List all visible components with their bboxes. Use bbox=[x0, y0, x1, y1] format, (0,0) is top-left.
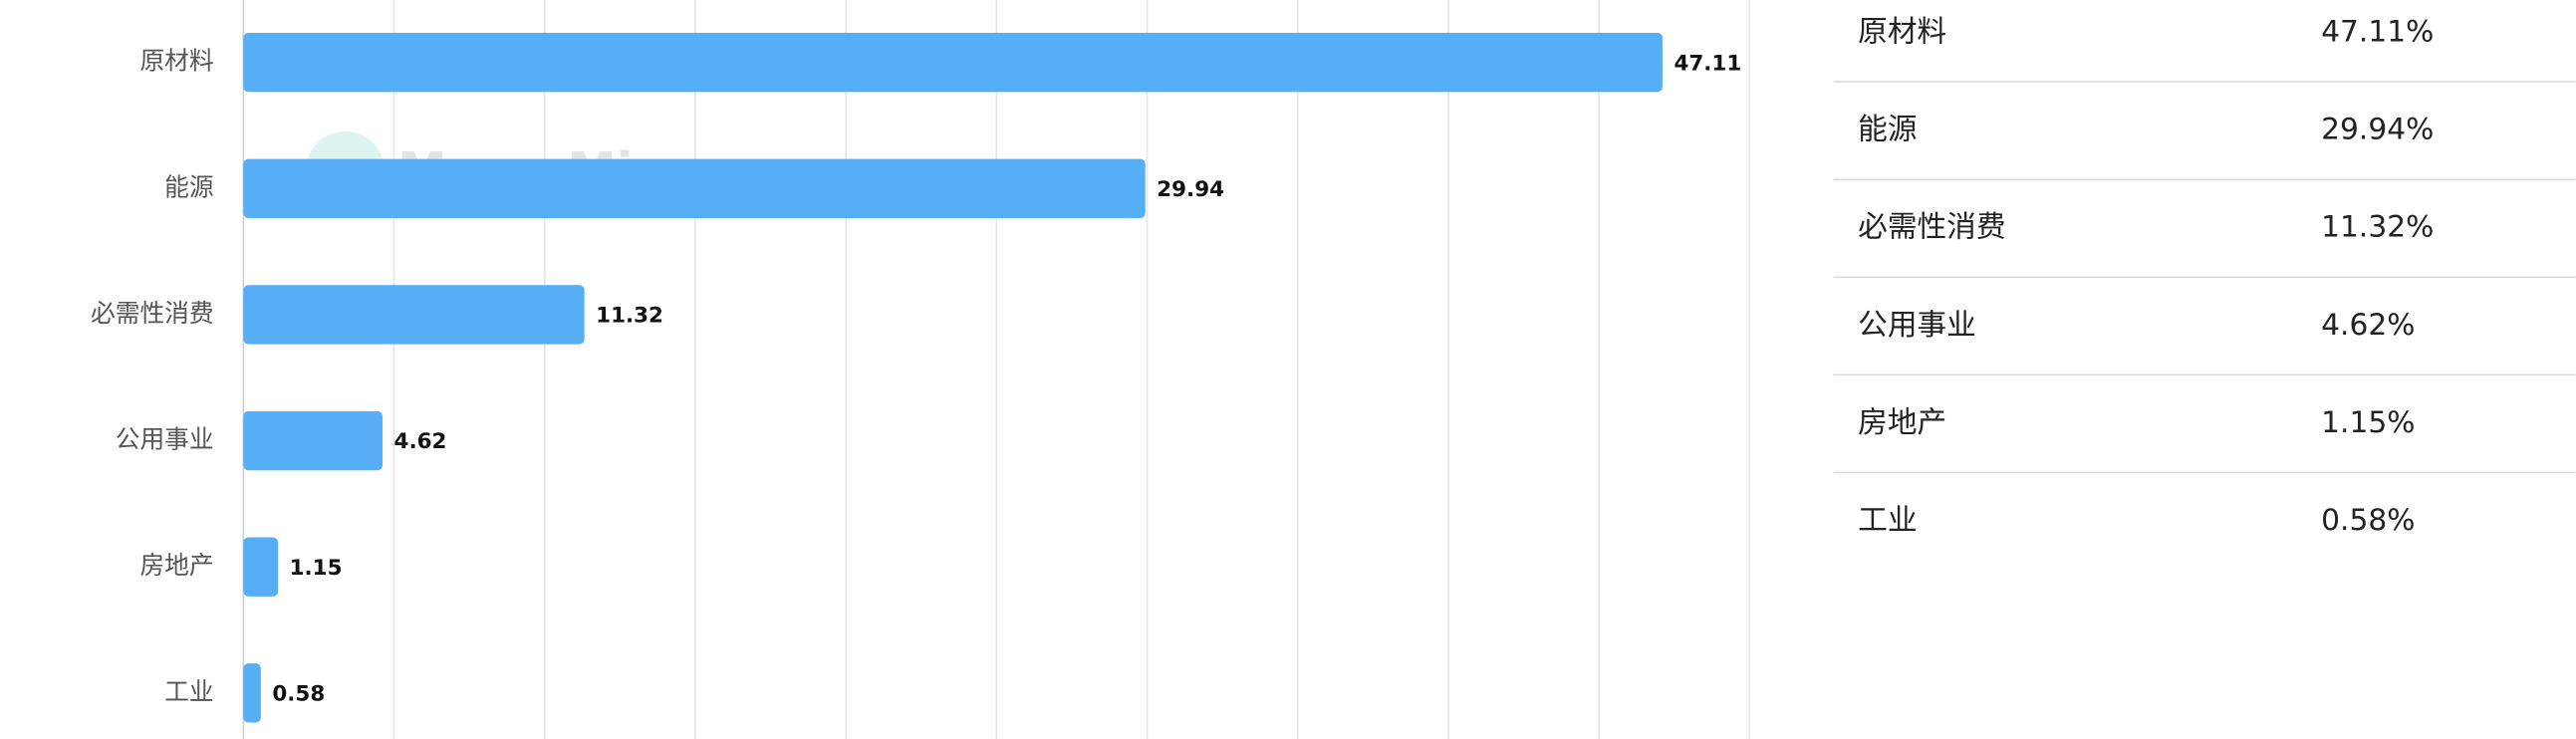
table-cell-value: 0.58% bbox=[2321, 502, 2415, 537]
table-cell-name: 房地产 bbox=[1858, 404, 1946, 439]
table-cell-value: 1.15% bbox=[2321, 404, 2415, 439]
category-label: 原材料 bbox=[139, 47, 213, 76]
category-label: 能源 bbox=[164, 172, 213, 201]
bar bbox=[243, 410, 384, 471]
bar bbox=[243, 285, 585, 345]
bar bbox=[243, 158, 1146, 218]
bar bbox=[243, 537, 279, 597]
category-label: 房地产 bbox=[139, 551, 213, 580]
table-cell-value: 11.32% bbox=[2321, 209, 2434, 244]
table-cell-value: 29.94% bbox=[2321, 112, 2434, 146]
table-cell-value: 47.11% bbox=[2321, 13, 2434, 48]
value-label: 1.15 bbox=[290, 556, 343, 581]
bar bbox=[243, 32, 1663, 93]
value-label: 11.32 bbox=[596, 304, 663, 329]
table-cell-value: 4.62% bbox=[2321, 307, 2415, 342]
value-label: 29.94 bbox=[1157, 177, 1224, 202]
value-label: 0.58 bbox=[272, 681, 325, 706]
table-cell-name: 能源 bbox=[1858, 112, 1917, 146]
table-cell-name: 原材料 bbox=[1858, 13, 1946, 48]
table-cell-name: 必需性消费 bbox=[1858, 209, 2005, 244]
category-label: 必需性消费 bbox=[91, 299, 214, 328]
table-cell-name: 公用事业 bbox=[1858, 307, 1976, 342]
value-label: 4.62 bbox=[394, 429, 447, 454]
bar bbox=[243, 663, 261, 723]
table-cell-name: 工业 bbox=[1858, 502, 1917, 537]
value-label: 47.11 bbox=[1674, 51, 1741, 76]
category-label: 工业 bbox=[164, 677, 213, 706]
category-label: 公用事业 bbox=[116, 425, 214, 454]
